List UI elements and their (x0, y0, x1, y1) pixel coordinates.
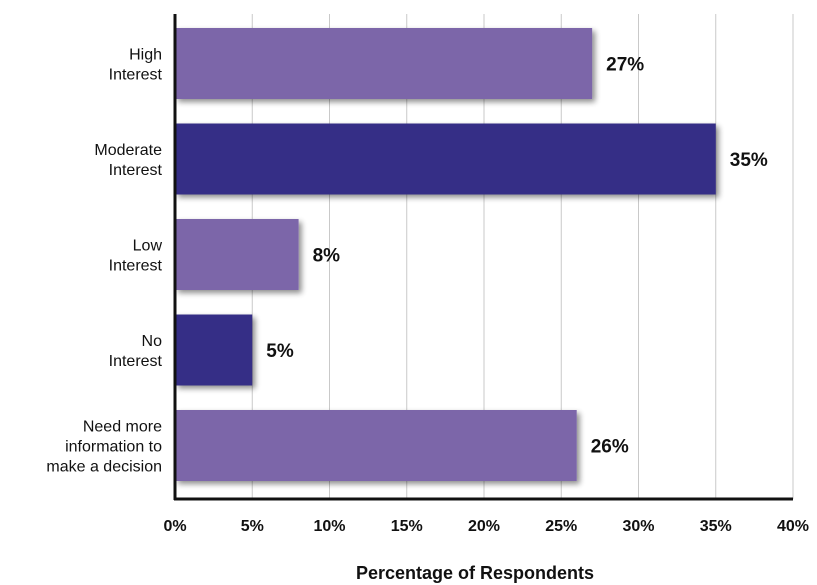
x-tick-label: 0% (163, 518, 186, 535)
x-tick-label: 30% (622, 518, 654, 535)
x-tick-label: 25% (545, 518, 577, 535)
data-label: 27% (606, 55, 644, 76)
axes (173, 14, 793, 501)
category-label: No Interest (109, 333, 163, 370)
data-label: 5% (266, 341, 294, 362)
bar (175, 219, 299, 290)
category-label: Need more information to make a decision (46, 419, 162, 476)
bars (175, 28, 716, 481)
bar (175, 410, 577, 481)
x-tick-label: 10% (313, 518, 345, 535)
category-label: Low Interest (109, 238, 163, 275)
data-label: 26% (591, 437, 629, 458)
x-tick-label: 15% (391, 518, 423, 535)
x-tick-label: 35% (700, 518, 732, 535)
bar (175, 123, 716, 195)
category-label: High Interest (109, 47, 163, 84)
category-label: Moderate Interest (94, 142, 162, 179)
labels: 0% 5% 10% 15% 20% 25% 30% 35% 40% 27% High Interest… (46, 47, 809, 536)
data-label: 35% (730, 150, 768, 171)
x-tick-label: 5% (241, 518, 264, 535)
bar (175, 314, 253, 386)
x-tick-label: 40% (777, 518, 809, 535)
x-axis-title: Percentage of Respondents (356, 563, 594, 583)
data-label: 8% (313, 246, 341, 267)
x-tick-label: 20% (468, 518, 500, 535)
bar (175, 28, 593, 99)
